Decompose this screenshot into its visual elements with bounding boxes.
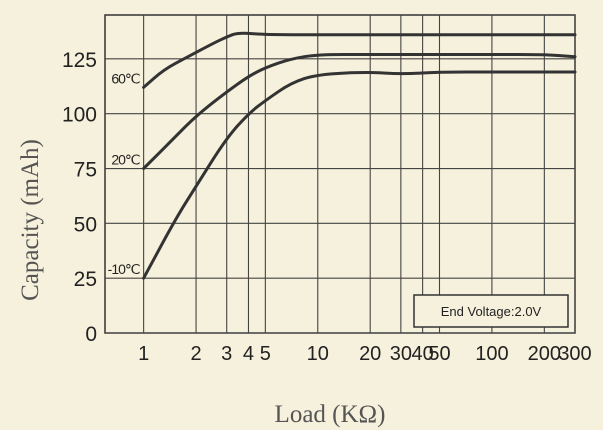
x-tick-label: 50 (428, 343, 450, 365)
y-tick-label: 50 (74, 213, 97, 236)
series-lines (142, 31, 577, 280)
series-label: 60℃ (111, 70, 140, 86)
end-voltage-note: End Voltage:2.0V (413, 294, 569, 328)
x-tick-label: 20 (359, 343, 381, 365)
series-label: 20℃ (111, 152, 140, 168)
x-axis-title: Load (KΩ) (275, 401, 386, 428)
x-tick-label: 30 (390, 343, 412, 365)
series-label: -10℃ (108, 261, 140, 277)
series-line (142, 53, 577, 170)
y-tick-label: 125 (62, 49, 97, 72)
end-voltage-text: End Voltage:2.0V (441, 304, 542, 319)
x-tick-label: 40 (411, 343, 433, 365)
x-tick-label: 200 (528, 343, 561, 365)
x-tick-label: 1 (138, 343, 149, 365)
y-axis-title: Capacity (mAh) (17, 139, 44, 301)
y-tick-label: 100 (62, 104, 97, 127)
x-tick-label: 100 (475, 343, 508, 365)
grid-lines (104, 14, 576, 334)
y-tick-label: 25 (74, 268, 97, 291)
series-line (142, 70, 577, 280)
series-labels: 60℃ 20℃ -10℃ (108, 70, 141, 277)
x-tick-label: 4 (243, 343, 254, 365)
y-tick-label: 0 (85, 323, 97, 346)
x-tick-label: 5 (260, 343, 271, 365)
x-tick-label: 3 (221, 343, 232, 365)
x-tick-label: 300 (558, 343, 591, 365)
y-tick-label: 75 (74, 159, 97, 182)
x-tick-label: 2 (190, 343, 201, 365)
series-line (142, 31, 577, 89)
plot-area (105, 15, 575, 333)
x-tick-label: 10 (307, 343, 329, 365)
